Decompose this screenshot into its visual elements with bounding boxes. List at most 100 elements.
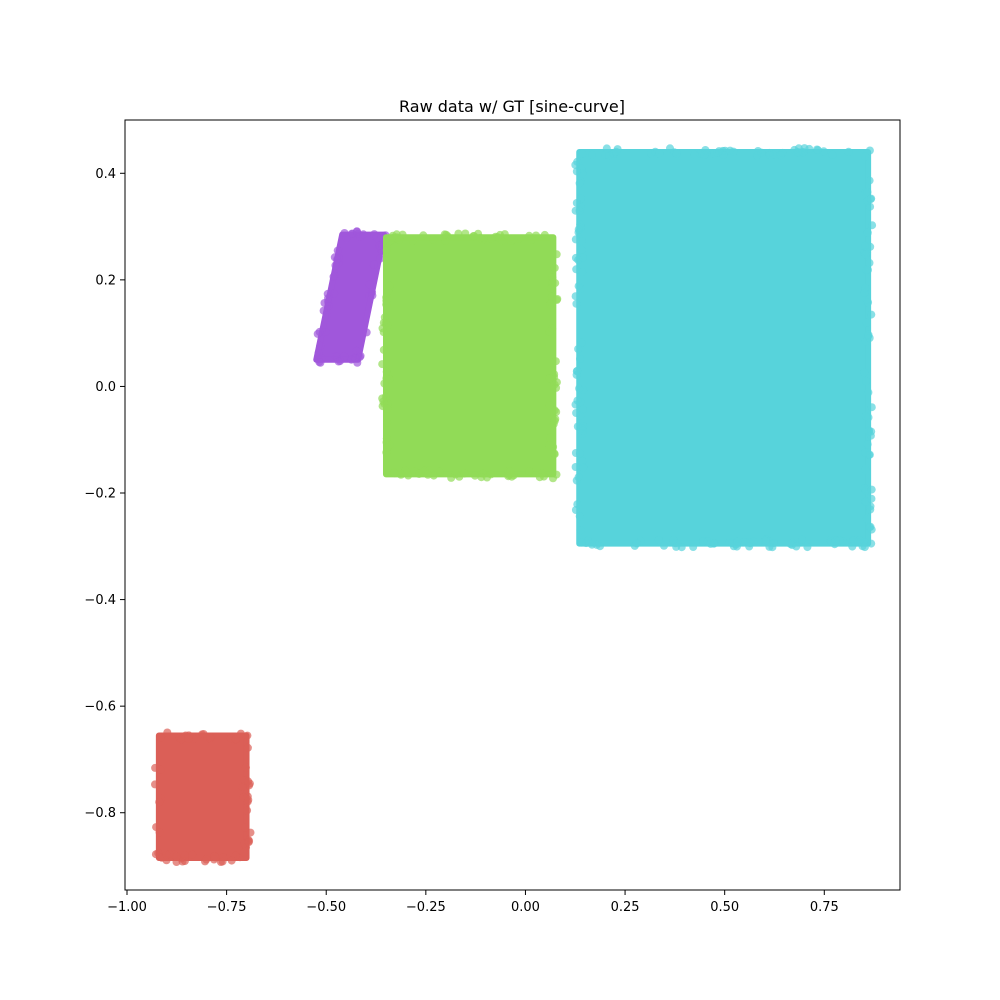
y-tick-label: −0.6 bbox=[84, 700, 116, 715]
scatter-point bbox=[435, 467, 444, 476]
scatter-point bbox=[330, 271, 339, 280]
scatter-point bbox=[865, 258, 874, 267]
scatter-point bbox=[865, 146, 874, 155]
scatter-point bbox=[525, 467, 534, 476]
scatter-point bbox=[867, 310, 876, 319]
scatter-point bbox=[440, 230, 449, 239]
scatter-point bbox=[860, 288, 869, 297]
scatter-point bbox=[379, 345, 388, 354]
scatter-point bbox=[864, 413, 873, 422]
scatter-point bbox=[864, 388, 873, 397]
scatter-point bbox=[655, 149, 664, 158]
scatter-point bbox=[316, 341, 325, 350]
scatter-point bbox=[725, 538, 734, 547]
scatter-point bbox=[552, 470, 561, 479]
x-tick-label: 0.25 bbox=[611, 900, 640, 915]
scatter-point bbox=[715, 147, 724, 156]
scatter-point bbox=[699, 537, 708, 546]
scatter-point bbox=[690, 150, 699, 159]
scatter-point bbox=[151, 780, 159, 789]
scatter-point bbox=[370, 230, 379, 239]
scatter-point bbox=[577, 245, 586, 254]
scatter-point bbox=[385, 237, 394, 245]
scatter-point bbox=[382, 448, 391, 457]
scatter-point bbox=[324, 294, 332, 303]
scatter-point bbox=[199, 730, 208, 738]
scatter-point bbox=[382, 246, 391, 254]
scatter-point bbox=[828, 150, 837, 159]
scatter-point bbox=[408, 236, 417, 245]
scatter-point bbox=[550, 449, 559, 458]
scatter-point bbox=[385, 441, 394, 449]
scatter-point bbox=[454, 229, 463, 238]
scatter-point bbox=[429, 471, 438, 480]
scatter-point bbox=[246, 828, 255, 837]
scatter-point bbox=[331, 261, 340, 270]
scatter-point bbox=[241, 763, 250, 772]
scatter-point bbox=[552, 250, 561, 259]
chart-title: Raw data w/ GT [sine-curve] bbox=[399, 97, 625, 116]
scatter-point bbox=[866, 522, 875, 531]
scatter-point bbox=[865, 176, 874, 185]
scatter-point bbox=[385, 281, 394, 290]
scatter-point bbox=[571, 292, 580, 301]
scatter-point bbox=[152, 823, 161, 832]
scatter-point bbox=[861, 486, 870, 495]
scatter-point bbox=[864, 298, 873, 307]
y-tick-label: −0.4 bbox=[84, 593, 116, 608]
scatter-point bbox=[831, 536, 840, 545]
scatter-point bbox=[861, 152, 870, 161]
scatter-point bbox=[180, 851, 189, 860]
scatter-point bbox=[321, 328, 330, 336]
scatter-point bbox=[855, 536, 864, 544]
scatter-point bbox=[577, 237, 586, 245]
y-axis: 0.4 0.2 0.0 −0.2 −0.4 −0.6 −0.8 bbox=[84, 167, 125, 821]
cluster-body bbox=[382, 234, 557, 478]
scatter-point bbox=[486, 470, 495, 479]
scatter-point bbox=[395, 235, 404, 244]
scatter-point bbox=[470, 232, 478, 240]
scatter-point bbox=[507, 237, 515, 245]
scatter-point bbox=[799, 148, 808, 156]
scatter-point bbox=[527, 236, 536, 244]
scatter-point bbox=[178, 857, 187, 866]
scatter-point bbox=[423, 470, 432, 479]
scatter-point bbox=[460, 469, 469, 478]
scatter-point bbox=[867, 403, 876, 412]
scatter-point bbox=[155, 798, 164, 807]
scatter-point bbox=[322, 311, 331, 320]
scatter-point bbox=[701, 146, 710, 154]
scatter-point bbox=[574, 225, 583, 234]
scatter-point bbox=[861, 241, 869, 250]
scatter-point bbox=[803, 543, 812, 552]
cluster-3 bbox=[571, 144, 877, 552]
y-tick-label: −0.8 bbox=[84, 806, 116, 821]
scatter-point bbox=[576, 398, 585, 407]
scatter-point bbox=[334, 254, 343, 263]
scatter-point bbox=[761, 536, 770, 545]
scatter-point bbox=[862, 515, 871, 523]
scatter-point bbox=[575, 449, 584, 458]
scatter-point bbox=[551, 357, 560, 366]
scatter-point bbox=[862, 265, 871, 274]
scatter-point bbox=[547, 292, 556, 301]
scatter-point bbox=[550, 416, 559, 425]
scatter-point bbox=[732, 540, 741, 549]
scatter-point bbox=[552, 378, 561, 387]
scatter-point bbox=[172, 852, 181, 861]
scatter-point bbox=[862, 377, 870, 386]
scatter-point bbox=[210, 852, 219, 861]
scatter-point bbox=[316, 358, 325, 367]
scatter-point bbox=[243, 806, 252, 815]
scatter-point bbox=[865, 427, 873, 436]
scatter-point bbox=[577, 338, 586, 347]
scatter-point bbox=[666, 144, 674, 153]
scatter-point bbox=[572, 299, 581, 308]
x-tick-label: 0.50 bbox=[710, 900, 739, 915]
scatter-point bbox=[765, 542, 774, 551]
scatter-point bbox=[813, 146, 822, 155]
clusters-layer bbox=[151, 144, 877, 866]
scatter-point bbox=[632, 539, 641, 548]
x-tick-label: −0.25 bbox=[406, 900, 446, 915]
scatter-point bbox=[572, 167, 581, 176]
